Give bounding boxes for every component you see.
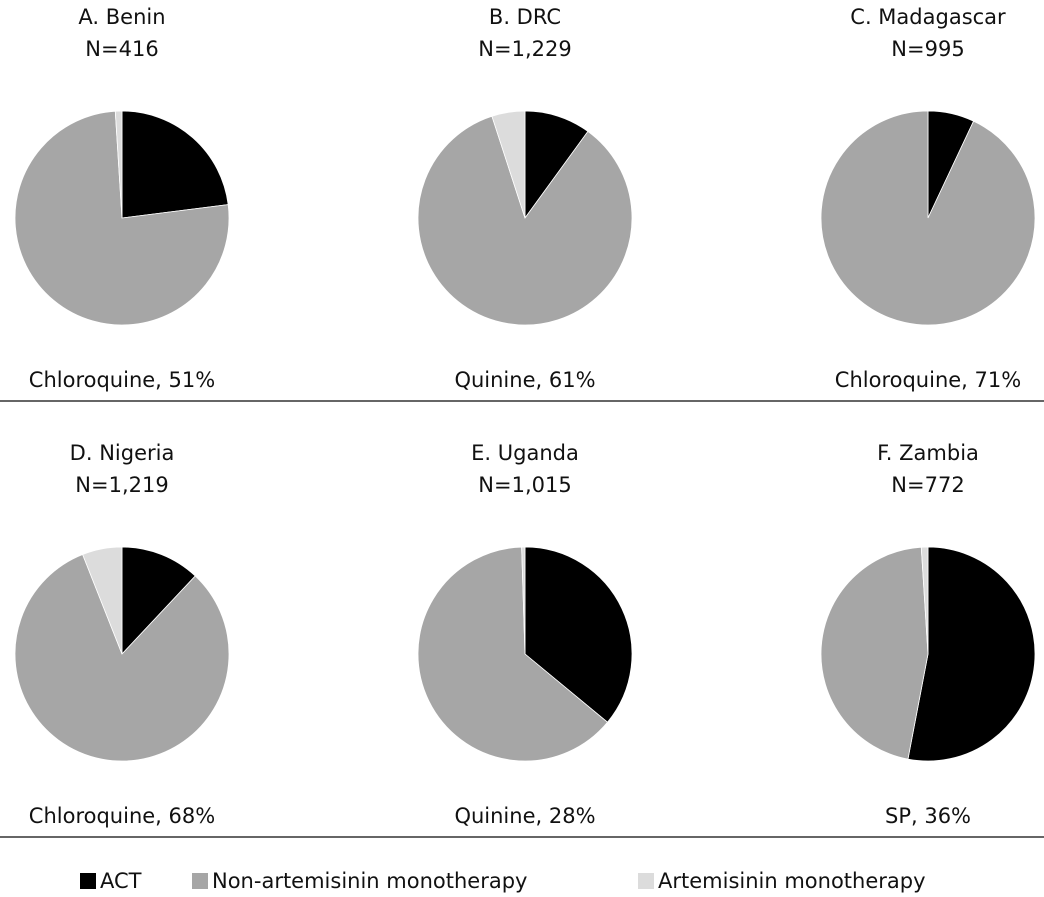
chart-subtitle: N=995 [891,37,964,61]
pie-slice [524,546,633,723]
pie-slice [14,110,230,326]
pie-slice [820,110,1036,326]
chart-subtitle: N=1,015 [478,473,571,497]
pie-slice [820,546,929,760]
pie-slice [491,110,526,219]
legend-label: Non-artemisinin monotherapy [212,869,527,893]
pie-slice [521,546,526,655]
chart-subtitle: N=416 [85,37,158,61]
chart-title: F. Zambia [877,441,979,465]
annotation: Chloroquine, 68% [29,804,215,828]
legend-label: Artemisinin monotherapy [658,869,926,893]
legend-label: ACT [100,869,142,893]
pie-slice [907,546,1036,762]
chart-title: C. Madagascar [850,5,1006,29]
annotation: Quinine, 28% [454,804,595,828]
pie-slice [920,546,929,655]
pie-slice [82,546,123,655]
annotation: Chloroquine, 71% [835,368,1021,392]
legend-swatch [80,873,96,889]
chart-title: A. Benin [78,5,165,29]
pie-slice [14,553,230,762]
chart-subtitle: N=1,219 [75,473,168,497]
chart-subtitle: N=1,229 [478,37,571,61]
annotation: SP, 36% [885,804,971,828]
pie-slice [417,115,633,326]
pie-slice [121,110,229,219]
pie-slice [114,110,123,219]
chart-title: D. Nigeria [70,441,175,465]
pie-slice [417,546,609,762]
chart-title: B. DRC [489,5,561,29]
pie-slice [121,546,196,656]
legend-swatch [638,873,654,889]
chart-subtitle: N=772 [891,473,964,497]
annotation: Chloroquine, 51% [29,368,215,392]
chart-title: E. Uganda [471,441,579,465]
legend-swatch [192,873,208,889]
annotation: Quinine, 61% [454,368,595,392]
